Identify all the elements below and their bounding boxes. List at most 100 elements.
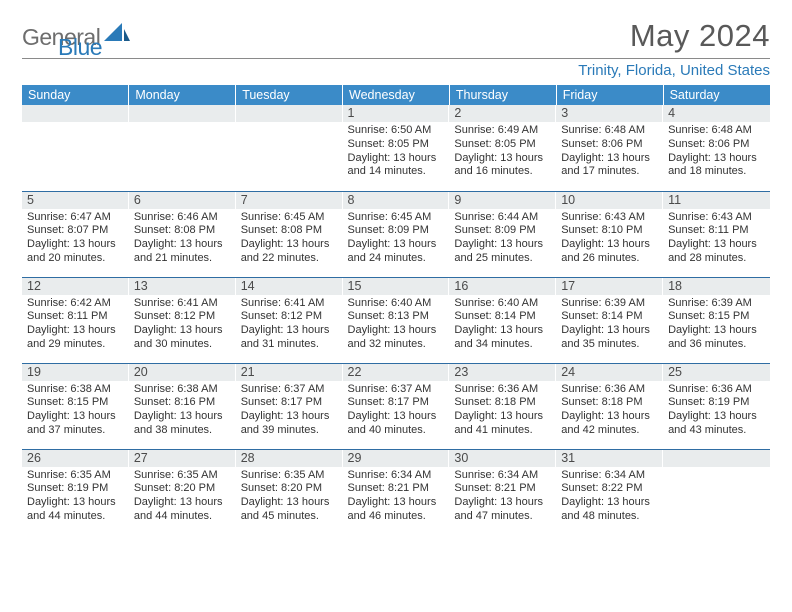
day-number: 28 [236,450,343,467]
sunset-line: Sunset: 8:14 PM [454,310,551,324]
calendar-day-cell: 20Sunrise: 6:38 AMSunset: 8:16 PMDayligh… [129,363,236,449]
day-number [236,105,343,122]
daylight-line: Daylight: 13 hours and 45 minutes. [241,496,338,524]
day-number: 22 [343,364,450,381]
day-number: 2 [449,105,556,122]
calendar-day-cell: 30Sunrise: 6:34 AMSunset: 8:21 PMDayligh… [449,449,556,535]
sunrise-line: Sunrise: 6:36 AM [668,383,765,397]
day-number: 9 [449,192,556,209]
day-details: Sunrise: 6:35 AMSunset: 8:20 PMDaylight:… [129,467,236,528]
calendar-day-cell: 23Sunrise: 6:36 AMSunset: 8:18 PMDayligh… [449,363,556,449]
sunrise-line: Sunrise: 6:44 AM [454,211,551,225]
calendar-day-cell [663,449,770,535]
sunrise-line: Sunrise: 6:35 AM [134,469,231,483]
daylight-line: Daylight: 13 hours and 42 minutes. [561,410,658,438]
sunset-line: Sunset: 8:22 PM [561,482,658,496]
day-number: 27 [129,450,236,467]
calendar-day-cell: 12Sunrise: 6:42 AMSunset: 8:11 PMDayligh… [22,277,129,363]
day-details: Sunrise: 6:49 AMSunset: 8:05 PMDaylight:… [449,122,556,183]
day-details: Sunrise: 6:47 AMSunset: 8:07 PMDaylight:… [22,209,129,270]
day-details: Sunrise: 6:45 AMSunset: 8:09 PMDaylight:… [343,209,450,270]
calendar-day-cell [129,105,236,191]
daylight-line: Daylight: 13 hours and 34 minutes. [454,324,551,352]
sunset-line: Sunset: 8:15 PM [27,396,124,410]
sunset-line: Sunset: 8:19 PM [27,482,124,496]
calendar-day-cell: 16Sunrise: 6:40 AMSunset: 8:14 PMDayligh… [449,277,556,363]
sunrise-line: Sunrise: 6:42 AM [27,297,124,311]
day-number: 19 [22,364,129,381]
daylight-line: Daylight: 13 hours and 37 minutes. [27,410,124,438]
day-number: 25 [663,364,770,381]
calendar-day-cell: 1Sunrise: 6:50 AMSunset: 8:05 PMDaylight… [343,105,450,191]
day-number: 4 [663,105,770,122]
sunrise-line: Sunrise: 6:45 AM [241,211,338,225]
sunset-line: Sunset: 8:09 PM [454,224,551,238]
sunset-line: Sunset: 8:16 PM [134,396,231,410]
day-details: Sunrise: 6:37 AMSunset: 8:17 PMDaylight:… [236,381,343,442]
sunset-line: Sunset: 8:18 PM [561,396,658,410]
day-details: Sunrise: 6:44 AMSunset: 8:09 PMDaylight:… [449,209,556,270]
calendar-day-cell: 14Sunrise: 6:41 AMSunset: 8:12 PMDayligh… [236,277,343,363]
day-details: Sunrise: 6:35 AMSunset: 8:19 PMDaylight:… [22,467,129,528]
sunrise-line: Sunrise: 6:48 AM [668,124,765,138]
daylight-line: Daylight: 13 hours and 17 minutes. [561,152,658,180]
day-number: 5 [22,192,129,209]
location-text: Trinity, Florida, United States [22,62,770,79]
day-number: 1 [343,105,450,122]
daylight-line: Daylight: 13 hours and 24 minutes. [348,238,445,266]
calendar-day-cell: 17Sunrise: 6:39 AMSunset: 8:14 PMDayligh… [556,277,663,363]
sunrise-line: Sunrise: 6:43 AM [668,211,765,225]
sunset-line: Sunset: 8:13 PM [348,310,445,324]
daylight-line: Daylight: 13 hours and 44 minutes. [27,496,124,524]
sunrise-line: Sunrise: 6:48 AM [561,124,658,138]
daylight-line: Daylight: 13 hours and 47 minutes. [454,496,551,524]
day-details: Sunrise: 6:43 AMSunset: 8:10 PMDaylight:… [556,209,663,270]
sunset-line: Sunset: 8:12 PM [241,310,338,324]
day-details: Sunrise: 6:36 AMSunset: 8:18 PMDaylight:… [449,381,556,442]
logo-sail-icon [104,23,130,48]
daylight-line: Daylight: 13 hours and 30 minutes. [134,324,231,352]
weekday-header: Sunday [22,85,129,105]
day-number: 24 [556,364,663,381]
calendar-day-cell: 9Sunrise: 6:44 AMSunset: 8:09 PMDaylight… [449,191,556,277]
calendar-day-cell: 8Sunrise: 6:45 AMSunset: 8:09 PMDaylight… [343,191,450,277]
sunrise-line: Sunrise: 6:37 AM [241,383,338,397]
weekday-header: Tuesday [236,85,343,105]
sunrise-line: Sunrise: 6:40 AM [348,297,445,311]
sunrise-line: Sunrise: 6:36 AM [454,383,551,397]
sunset-line: Sunset: 8:06 PM [561,138,658,152]
day-number: 30 [449,450,556,467]
day-number: 10 [556,192,663,209]
header-divider [22,58,770,59]
day-number [129,105,236,122]
sunrise-line: Sunrise: 6:43 AM [561,211,658,225]
calendar-day-cell: 5Sunrise: 6:47 AMSunset: 8:07 PMDaylight… [22,191,129,277]
sunset-line: Sunset: 8:14 PM [561,310,658,324]
day-number: 20 [129,364,236,381]
calendar-day-cell: 7Sunrise: 6:45 AMSunset: 8:08 PMDaylight… [236,191,343,277]
sunset-line: Sunset: 8:09 PM [348,224,445,238]
day-details: Sunrise: 6:40 AMSunset: 8:13 PMDaylight:… [343,295,450,356]
sunrise-line: Sunrise: 6:36 AM [561,383,658,397]
day-details: Sunrise: 6:38 AMSunset: 8:16 PMDaylight:… [129,381,236,442]
sunrise-line: Sunrise: 6:50 AM [348,124,445,138]
calendar-day-cell: 4Sunrise: 6:48 AMSunset: 8:06 PMDaylight… [663,105,770,191]
sunset-line: Sunset: 8:11 PM [668,224,765,238]
calendar-week-row: 1 Sunrise: 6:50 AM Sunset: 8:05 PM Daylight… [22,105,770,191]
calendar-day-cell: 19Sunrise: 6:38 AMSunset: 8:15 PMDayligh… [22,363,129,449]
day-details: Sunrise: 6:34 AMSunset: 8:22 PMDaylight:… [556,467,663,528]
sunrise-line: Sunrise: 6:38 AM [134,383,231,397]
weekday-header: Monday [129,85,236,105]
sunset-line: Sunset: 8:05 PM [454,138,551,152]
sunrise-line: Sunrise: 6:34 AM [561,469,658,483]
day-number: 16 [449,278,556,295]
calendar-day-cell: 18Sunrise: 6:39 AMSunset: 8:15 PMDayligh… [663,277,770,363]
daylight-line: Daylight: 13 hours and 46 minutes. [348,496,445,524]
sunset-line: Sunset: 8:07 PM [27,224,124,238]
daylight-line: Daylight: 13 hours and 28 minutes. [668,238,765,266]
day-number: 3 [556,105,663,122]
sunset-line: Sunset: 8:08 PM [134,224,231,238]
weekday-header: Thursday [449,85,556,105]
calendar-day-cell [236,105,343,191]
day-number: 17 [556,278,663,295]
